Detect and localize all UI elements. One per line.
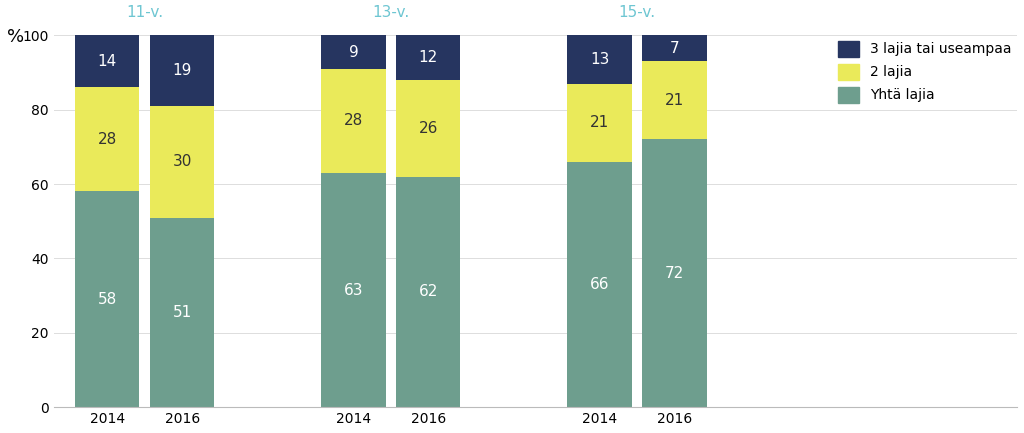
Text: 58: 58 [97, 292, 117, 307]
Bar [151, 217, 214, 407]
Text: 28: 28 [344, 113, 364, 128]
Bar [396, 177, 461, 407]
Bar [567, 84, 632, 162]
Text: 13: 13 [590, 52, 609, 67]
Legend: 3 lajia tai useampaa, 2 lajia, Yhtä lajia: 3 lajia tai useampaa, 2 lajia, Yhtä laji… [833, 35, 1017, 108]
Bar [75, 191, 139, 407]
Text: 51: 51 [172, 305, 191, 320]
Text: 62: 62 [419, 284, 438, 299]
Text: 66: 66 [590, 277, 609, 292]
Text: 14: 14 [97, 54, 117, 69]
Text: 30: 30 [172, 154, 191, 169]
Text: 63: 63 [344, 283, 364, 297]
Text: 12: 12 [419, 50, 438, 65]
Bar [642, 139, 707, 407]
Text: 21: 21 [590, 115, 609, 130]
Text: 11-v.: 11-v. [126, 5, 163, 20]
Bar [322, 35, 385, 69]
Y-axis label: %: % [7, 28, 25, 46]
Bar [75, 35, 139, 87]
Bar [567, 162, 632, 407]
Bar [642, 61, 707, 139]
Bar [151, 106, 214, 217]
Text: 15-v.: 15-v. [618, 5, 655, 20]
Text: 26: 26 [419, 121, 438, 136]
Bar [396, 80, 461, 177]
Text: 19: 19 [172, 63, 191, 78]
Bar [75, 87, 139, 191]
Bar [322, 69, 385, 173]
Bar [396, 35, 461, 80]
Bar [322, 173, 385, 407]
Text: 28: 28 [97, 132, 117, 147]
Text: 9: 9 [348, 45, 358, 59]
Text: 72: 72 [665, 266, 684, 281]
Text: 7: 7 [670, 41, 679, 56]
Text: 21: 21 [665, 93, 684, 108]
Bar [567, 35, 632, 84]
Bar [642, 35, 707, 61]
Text: 13-v.: 13-v. [373, 5, 410, 20]
Bar [151, 35, 214, 106]
